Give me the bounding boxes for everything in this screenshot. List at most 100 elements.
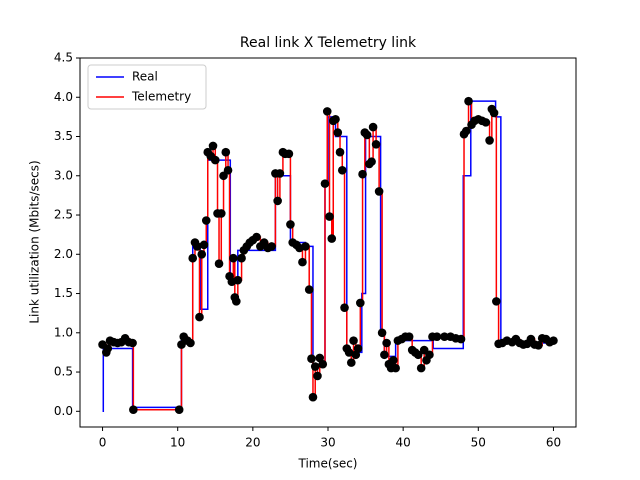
data-point: [377, 328, 387, 338]
data-point: [284, 149, 294, 159]
data-point: [549, 336, 558, 345]
data-point: [216, 209, 226, 218]
axes-frame: [79, 57, 577, 428]
data-point: [368, 122, 378, 132]
data-point: [301, 242, 310, 251]
y-tick-label: 2.5: [54, 208, 73, 222]
data-point: [186, 338, 195, 348]
data-point: [223, 165, 233, 175]
data-point: [229, 253, 238, 263]
data-point: [208, 141, 218, 151]
data-point: [416, 363, 426, 373]
data-point: [232, 297, 241, 306]
plot-area: [98, 96, 558, 415]
x-tick-label: 40: [396, 436, 411, 450]
data-point: [340, 303, 349, 312]
data-point: [313, 371, 322, 381]
data-point: [481, 118, 491, 127]
data-point: [413, 350, 423, 360]
data-point: [103, 344, 113, 353]
data-point: [237, 253, 246, 263]
x-axis-label: Time(sec): [298, 457, 358, 471]
data-point: [199, 240, 209, 250]
x-tick-label: 0: [99, 436, 107, 450]
data-point: [380, 350, 389, 360]
data-point: [318, 359, 328, 369]
data-point: [197, 249, 207, 259]
data-point: [382, 338, 391, 348]
data-point: [356, 298, 365, 308]
data-point: [308, 392, 318, 402]
data-point: [273, 196, 282, 206]
data-point: [221, 147, 231, 157]
data-point: [404, 332, 414, 342]
data-point: [440, 332, 449, 342]
data-point: [425, 350, 434, 360]
data-point: [464, 96, 473, 106]
data-point: [492, 297, 501, 306]
data-point: [331, 114, 340, 124]
data-point: [389, 355, 398, 365]
legend-box: [87, 64, 207, 110]
data-point: [298, 257, 307, 267]
data-point: [362, 130, 372, 140]
data-point: [346, 358, 356, 367]
data-point: [327, 234, 337, 243]
data-point: [195, 312, 204, 322]
data-point: [335, 147, 345, 157]
data-point: [304, 285, 314, 294]
data-point: [267, 242, 276, 251]
data-point: [129, 405, 138, 415]
data-point: [461, 126, 471, 136]
data-point: [344, 348, 354, 357]
data-point: [286, 220, 295, 229]
data-point: [210, 155, 220, 165]
data-point: [367, 157, 376, 166]
y-tick-label: 3.0: [54, 168, 73, 182]
y-tick-label: 3.5: [54, 129, 73, 143]
data-point: [188, 253, 198, 263]
x-tick-label: 50: [471, 436, 486, 450]
data-point: [489, 108, 499, 118]
data-point: [192, 242, 202, 251]
data-point: [485, 136, 494, 145]
x-tick-label: 60: [546, 436, 561, 450]
data-point: [325, 212, 334, 221]
x-tick-label: 30: [320, 436, 335, 450]
data-point: [128, 338, 137, 348]
data-point: [349, 336, 358, 345]
data-point: [374, 187, 384, 196]
data-point: [333, 128, 343, 137]
y-tick-label: 1.5: [54, 286, 73, 300]
y-axis-label: Link utilization (Mbits/secs): [28, 160, 42, 323]
data-point: [371, 140, 381, 149]
data-point: [322, 107, 332, 116]
data-point: [233, 275, 243, 285]
data-point: [252, 232, 261, 242]
data-point: [214, 259, 224, 268]
data-point: [310, 362, 320, 371]
legend-label: Real: [132, 70, 158, 84]
chart-title: Real link X Telemetry link: [240, 35, 417, 51]
data-point: [174, 405, 184, 415]
data-point: [534, 341, 543, 350]
data-point: [358, 169, 367, 179]
y-tick-label: 0.5: [54, 365, 73, 379]
x-tick-label: 10: [170, 436, 185, 450]
data-point: [353, 344, 363, 353]
y-tick-label: 1.0: [54, 325, 73, 339]
data-point: [337, 165, 347, 175]
data-point: [456, 334, 466, 344]
data-point: [307, 354, 316, 363]
data-point: [432, 332, 442, 342]
data-point: [320, 179, 330, 188]
legend-label: Telemetry: [131, 90, 191, 104]
data-point: [275, 169, 285, 178]
data-point: [391, 363, 400, 373]
y-tick-label: 4.5: [54, 51, 73, 65]
data-point: [201, 216, 211, 225]
y-tick-label: 2.0: [54, 247, 73, 261]
y-tick-label: 4.0: [54, 90, 73, 104]
y-tick-label: 0.0: [54, 404, 73, 418]
